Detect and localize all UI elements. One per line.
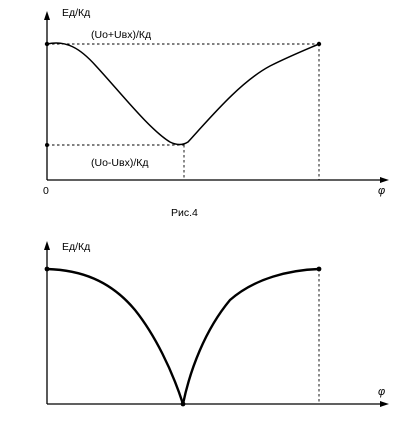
top-max-label: (Uo+Uвх)/Кд (91, 29, 151, 41)
bottom-y-axis-arrow-icon (44, 241, 50, 250)
figure-caption: Рис.4 (171, 207, 198, 219)
top-min-label: (Uo-Uвх)/Кд (91, 157, 148, 169)
top-x-axis-arrow-icon (380, 177, 389, 183)
top-x-axis-label: φ (378, 185, 385, 197)
top-origin-label: 0 (43, 185, 49, 197)
top-y-axis-arrow-icon (44, 11, 50, 20)
top-point-end (316, 41, 322, 47)
top-y-axis-label: Ед/Кд (62, 7, 90, 19)
top-point-start (44, 41, 50, 47)
bottom-y-axis-label: Ед/Кд (62, 241, 90, 253)
bottom-curve-left (46, 267, 185, 405)
bottom-curve-right (181, 267, 320, 405)
bottom-x-axis-label: φ (378, 386, 385, 398)
bottom-point-min (180, 401, 186, 407)
bottom-point-start (44, 266, 50, 272)
bottom-graph: Ед/Кд φ (44, 241, 389, 407)
top-point-min-axis (45, 143, 49, 147)
top-curve (46, 42, 320, 146)
top-graph: Ед/Кд (Uo+Uвх)/Кд (Uo-Uвх)/Кд 0 φ Рис.4 (43, 7, 389, 219)
bottom-point-end (316, 266, 322, 272)
bottom-x-axis-arrow-icon (380, 401, 389, 407)
